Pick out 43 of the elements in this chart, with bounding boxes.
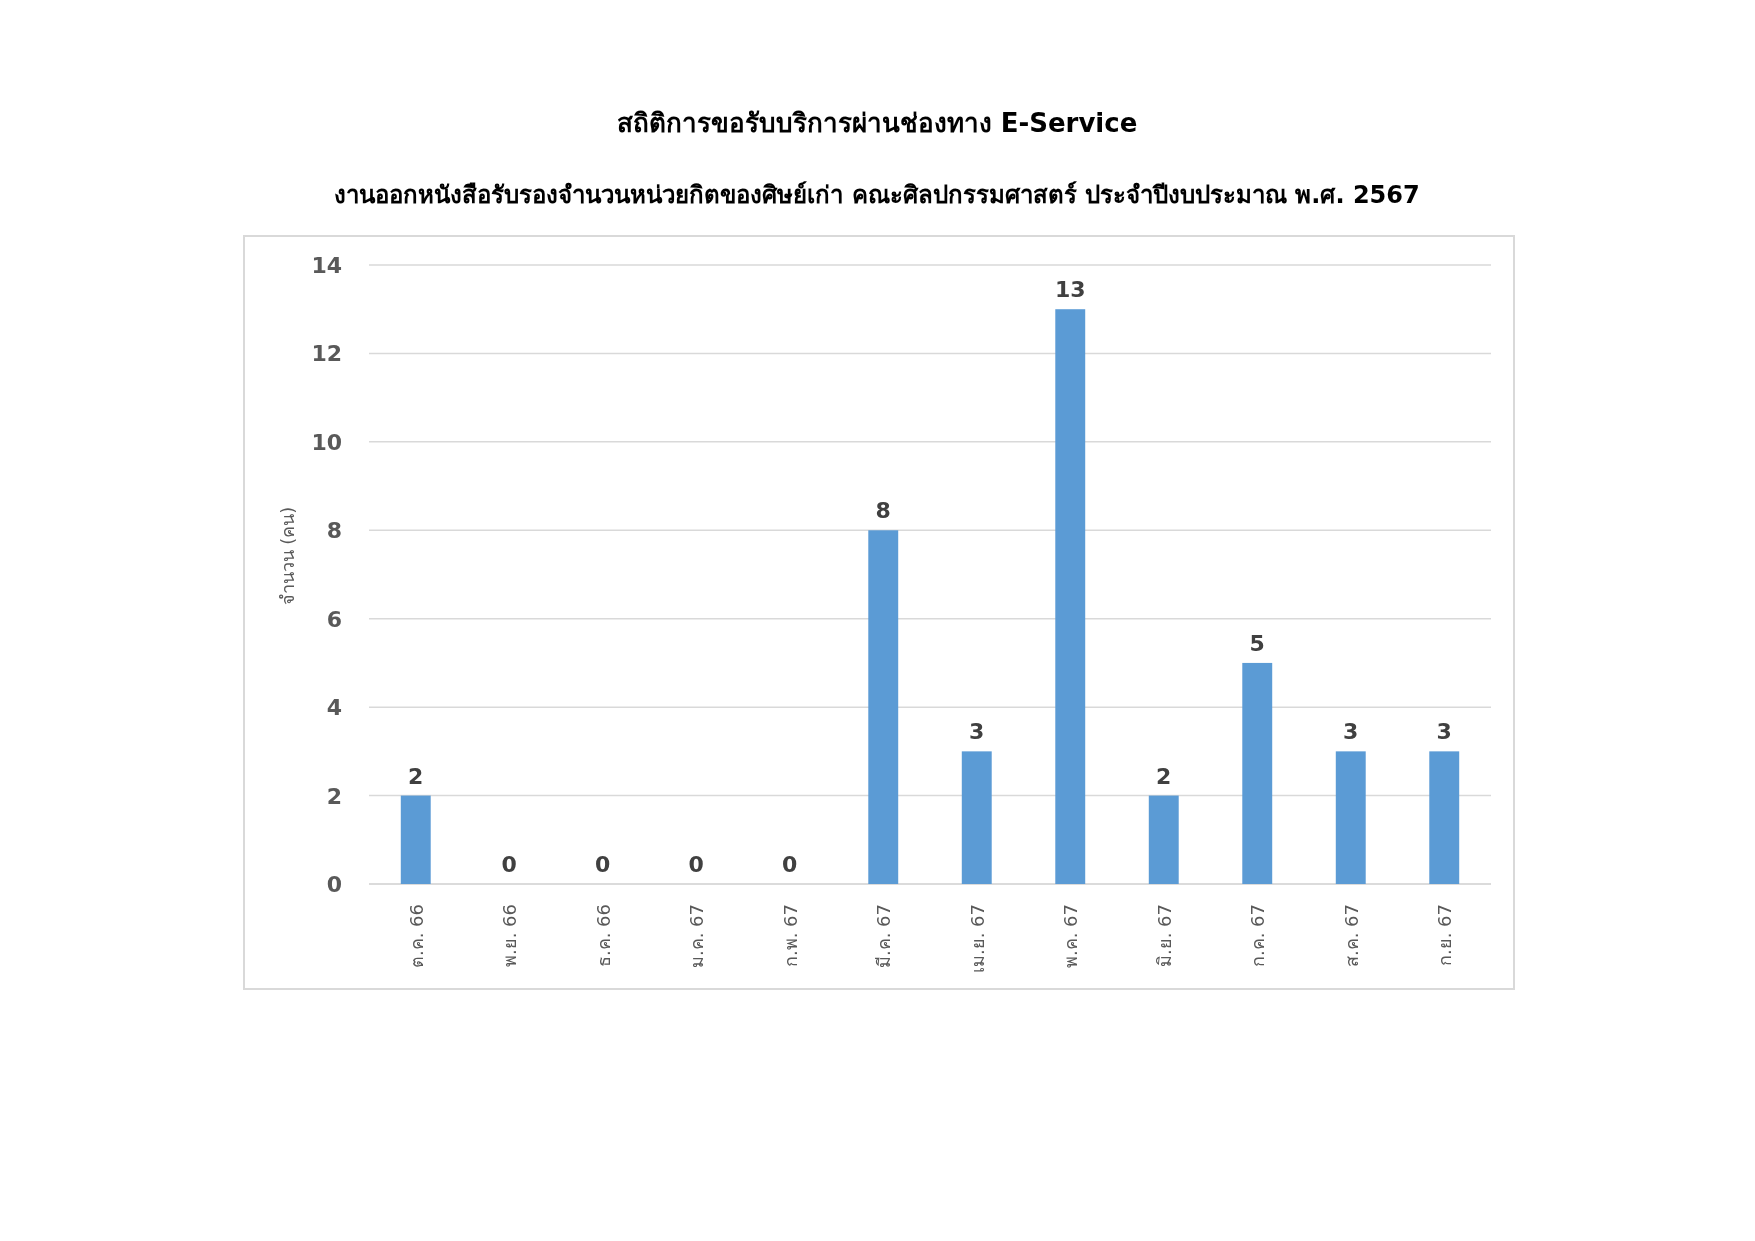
bar <box>868 530 899 884</box>
x-tick-label: ก.ค. 67 <box>1247 904 1269 968</box>
bar <box>1148 795 1179 884</box>
bar <box>961 751 992 884</box>
y-tick-label: 8 <box>326 518 342 544</box>
y-tick-label: 12 <box>311 341 342 367</box>
y-tick-label: 14 <box>311 253 342 278</box>
x-tick-label: ส.ค. 67 <box>1340 904 1362 968</box>
y-tick-label: 10 <box>311 429 342 455</box>
data-label: 0 <box>782 852 798 877</box>
data-label: 2 <box>1156 763 1172 789</box>
x-tick-label: ม.ค. 67 <box>686 904 708 969</box>
data-label: 13 <box>1054 277 1086 303</box>
y-tick-label: 4 <box>326 695 342 721</box>
y-tick-label: 6 <box>326 606 342 632</box>
x-tick-label: ต.ค. 66 <box>405 904 427 969</box>
y-tick-label: 2 <box>326 783 342 809</box>
x-tick-label: เม.ย. 67 <box>966 904 988 974</box>
bar <box>1055 309 1086 884</box>
chart-subtitle: งานออกหนังสือรับรองจำนวนหน่วยกิตของศิษย์เก่า คณะศิลปกรรมศาสตร์ ประจำปีงบประมาณ พ.ศ. 2567 <box>334 181 1420 209</box>
bar <box>400 795 431 884</box>
bar <box>1242 662 1273 884</box>
data-label: 5 <box>1249 630 1265 656</box>
x-tick-label: พ.ย. 66 <box>499 904 521 968</box>
data-label: 3 <box>1436 719 1452 745</box>
y-axis-title: จำนวน (คน) <box>277 506 298 606</box>
x-tick-label: มิ.ย. 67 <box>1153 904 1175 968</box>
y-tick-label: 0 <box>326 872 342 897</box>
bar <box>1335 751 1366 884</box>
x-tick-label: พ.ค. 67 <box>1060 904 1082 969</box>
x-tick-label: มี.ค. 67 <box>873 904 895 969</box>
data-label: 3 <box>1343 719 1359 745</box>
x-tick-label: ก.พ. 67 <box>779 904 801 968</box>
data-label: 8 <box>875 498 891 524</box>
chart-title: สถิติการขอรับบริการผ่านช่องทาง E-Service <box>616 108 1138 138</box>
data-label: 2 <box>408 763 424 789</box>
data-label: 0 <box>688 852 704 877</box>
bar <box>1429 751 1460 884</box>
data-label: 0 <box>595 852 611 877</box>
data-label: 0 <box>501 852 517 877</box>
x-tick-label: ธ.ค. 66 <box>592 904 614 968</box>
x-tick-label: ก.ย. 67 <box>1434 904 1456 967</box>
data-label: 3 <box>969 719 985 745</box>
